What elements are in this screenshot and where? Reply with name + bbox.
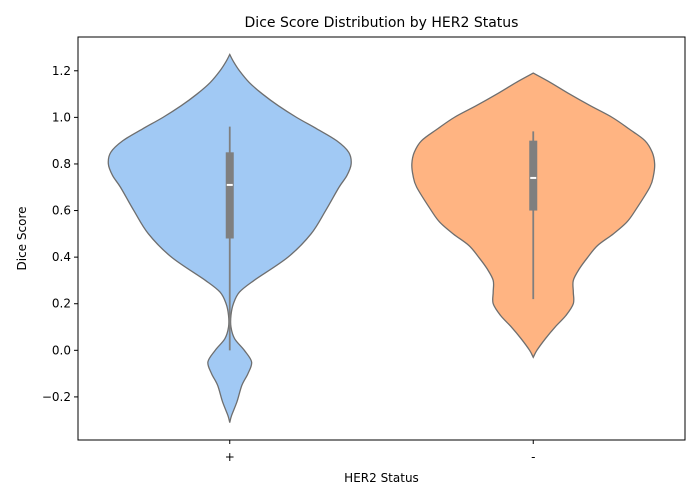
chart-title: Dice Score Distribution by HER2 Status <box>245 15 519 31</box>
plot-frame <box>77 36 686 441</box>
y-tick-label: 1.2 <box>52 64 71 78</box>
x-axis-label: HER2 Status <box>344 471 419 485</box>
violins <box>107 53 656 423</box>
y-tick-label: 0.6 <box>52 204 71 218</box>
x-axis: + - <box>225 440 535 464</box>
x-tick-label: - <box>531 450 535 464</box>
y-axis: −0.2 0.0 0.2 0.4 0.6 0.8 1.0 1.2 <box>42 64 78 404</box>
x-tick-label: + <box>225 450 235 464</box>
y-tick-label: −0.2 <box>42 390 71 404</box>
y-tick-label: 0.8 <box>52 157 71 171</box>
violin-iqr-box <box>225 152 234 239</box>
y-tick-label: 0.2 <box>52 297 71 311</box>
y-axis-label: Dice Score <box>15 207 29 271</box>
y-tick-label: 1.0 <box>52 110 71 124</box>
violin-iqr-box <box>529 140 538 211</box>
y-tick-label: 0.0 <box>52 343 71 357</box>
y-tick-label: 0.4 <box>52 250 71 264</box>
